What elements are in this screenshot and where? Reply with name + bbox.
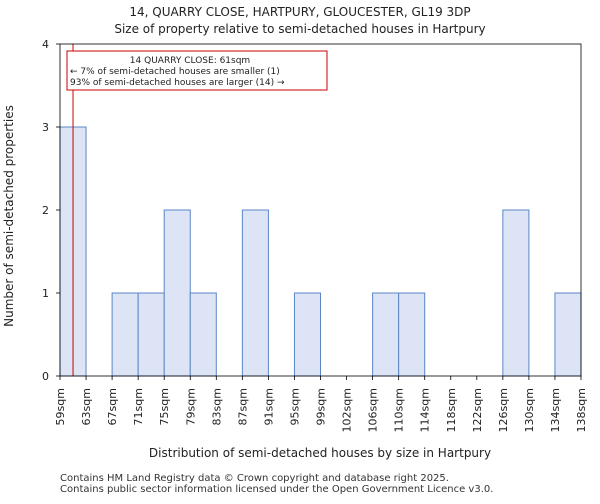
x-tick-label: 67sqm <box>106 388 119 425</box>
x-tick-label: 63sqm <box>80 388 93 425</box>
x-tick-label: 79sqm <box>184 388 197 425</box>
footer-line-2: Contains public sector information licen… <box>60 484 494 495</box>
bar-110sqm <box>398 292 426 377</box>
annotation-line-3: 93% of semi-detached houses are larger (… <box>70 78 285 88</box>
x-tick-label: 110sqm <box>393 388 406 432</box>
bar-106sqm <box>372 292 400 377</box>
bar-71sqm <box>137 292 165 377</box>
chart-subtitle: Size of property relative to semi-detach… <box>114 22 485 36</box>
bar-126sqm <box>502 209 530 377</box>
x-tick-label: 114sqm <box>419 388 432 432</box>
y-tick-label: 3 <box>42 121 49 134</box>
x-tick-label: 99sqm <box>315 388 328 425</box>
x-tick-label: 138sqm <box>575 388 588 432</box>
y-axis: 0 1 2 3 4 <box>42 38 60 383</box>
bar-79sqm <box>189 292 217 377</box>
bar-87sqm <box>241 209 269 377</box>
x-tick-label: 122sqm <box>471 388 484 432</box>
x-tick-label: 75sqm <box>158 388 171 425</box>
y-tick-label: 2 <box>42 204 49 217</box>
x-tick-label: 59sqm <box>54 388 67 425</box>
x-tick-label: 83sqm <box>210 388 223 425</box>
x-tick-label: 71sqm <box>132 388 145 425</box>
x-tick-label: 118sqm <box>445 388 458 432</box>
x-tick-label: 91sqm <box>262 388 275 425</box>
x-tick-label: 134sqm <box>549 388 562 432</box>
annotation-frame <box>66 50 328 91</box>
y-axis-label: Number of semi-detached properties <box>2 105 16 327</box>
x-axis-label: Distribution of semi-detached houses by … <box>149 446 491 460</box>
bar-95sqm <box>293 292 322 377</box>
x-tick-label: 126sqm <box>497 388 510 432</box>
bar-134sqm <box>554 292 582 377</box>
x-tick-label: 87sqm <box>236 388 249 425</box>
y-tick-label: 0 <box>42 370 49 383</box>
y-tick-label: 4 <box>42 38 49 51</box>
footer-line-1: Contains HM Land Registry data © Crown c… <box>60 473 449 484</box>
bar-67sqm <box>111 292 139 377</box>
annotation-line-2: ← 7% of semi-detached houses are smaller… <box>70 67 280 77</box>
annotation-line-1: 14 QUARRY CLOSE: 61sqm <box>130 56 250 66</box>
x-tick-label: 102sqm <box>341 388 354 432</box>
x-tick-label: 130sqm <box>523 388 536 432</box>
bar-75sqm <box>163 209 191 377</box>
x-tick-label: 95sqm <box>288 388 301 425</box>
annotation-box: 14 QUARRY CLOSE: 61sqm ← 7% of semi-deta… <box>66 50 328 91</box>
x-tick-label: 106sqm <box>367 388 380 432</box>
chart-title: 14, QUARRY CLOSE, HARTPURY, GLOUCESTER, … <box>129 5 470 19</box>
y-tick-label: 1 <box>42 287 49 300</box>
x-axis: 59sqm 63sqm 67sqm 71sqm 75sqm 79sqm 83sqm 87sqm… <box>54 376 588 432</box>
bars-group <box>59 126 582 377</box>
